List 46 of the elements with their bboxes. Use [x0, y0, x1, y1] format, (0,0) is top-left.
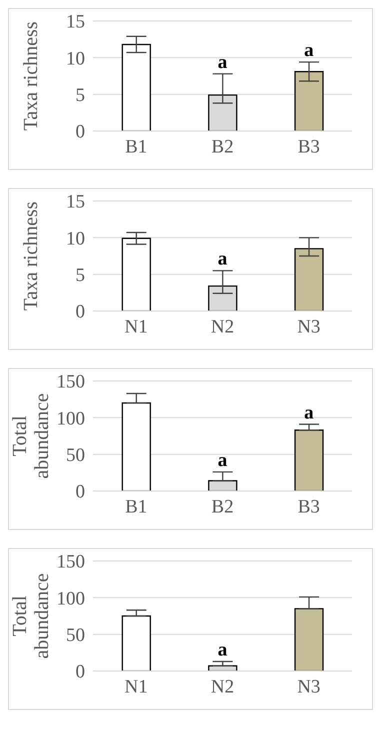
y-tick-label: 50	[66, 625, 85, 646]
y-tick-label: 5	[76, 265, 85, 286]
x-tick-label: N2	[210, 316, 234, 338]
y-axis-title: Taxa richness	[20, 21, 42, 131]
annotation: a	[304, 40, 314, 62]
y-tick-label: 50	[66, 445, 85, 466]
y-tick-label: 5	[76, 85, 85, 106]
y-tick-label: 10	[66, 48, 85, 70]
y-tick-label: 0	[76, 482, 85, 503]
x-tick-label: N1	[124, 316, 148, 338]
x-tick-label: N2	[210, 676, 234, 698]
x-tick-label: B2	[211, 496, 234, 518]
y-tick-label: 10	[66, 228, 85, 250]
x-tick-label: B1	[125, 496, 148, 518]
annotation: a	[218, 52, 228, 73]
annotation: a	[218, 639, 228, 660]
x-tick-label: N1	[124, 676, 148, 698]
bar	[122, 44, 151, 131]
bar	[294, 430, 324, 491]
x-tick-label: N3	[297, 316, 320, 338]
y-tick-label: 0	[76, 122, 85, 143]
bar	[122, 402, 151, 491]
x-tick-label: N3	[297, 676, 320, 698]
y-axis-title: Total abundance	[9, 573, 53, 659]
y-tick-label: 150	[56, 552, 85, 573]
y-tick-label: 100	[56, 588, 85, 610]
bar	[294, 248, 324, 311]
y-tick-label: 15	[66, 12, 85, 33]
y-axis-title: Total abundance	[9, 393, 53, 479]
y-tick-label: 15	[66, 192, 85, 213]
x-tick-label: B2	[211, 136, 234, 158]
annotation: a	[304, 402, 314, 424]
bar	[122, 615, 151, 671]
bar	[294, 608, 324, 671]
annotation: a	[218, 450, 228, 471]
y-tick-label: 100	[56, 408, 85, 430]
bar	[122, 238, 151, 311]
bar	[294, 71, 324, 131]
y-tick-label: 0	[76, 302, 85, 323]
y-tick-label: 0	[76, 662, 85, 683]
x-tick-label: B3	[298, 136, 320, 158]
annotation: a	[218, 248, 228, 270]
y-tick-label: 150	[56, 372, 85, 393]
x-tick-label: B3	[298, 496, 320, 518]
x-tick-label: B1	[125, 136, 148, 158]
y-axis-title: Taxa richness	[20, 201, 42, 311]
